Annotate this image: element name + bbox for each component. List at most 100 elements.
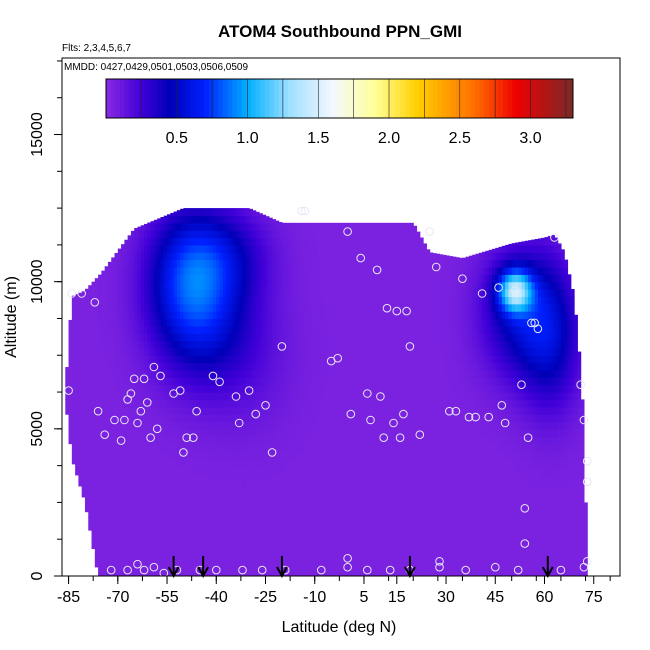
heatmap-cell	[235, 369, 240, 378]
heatmap-cell	[357, 414, 362, 423]
heatmap-cell	[363, 399, 368, 408]
heatmap-cell	[285, 465, 290, 474]
heatmap-cell	[232, 539, 237, 548]
heatmap-cell	[235, 362, 240, 371]
heatmap-cell	[367, 333, 372, 342]
heatmap-cell	[229, 215, 234, 224]
heatmap-cell	[111, 546, 116, 555]
heatmap-cell	[144, 311, 148, 320]
heatmap-cell	[308, 384, 313, 393]
heatmap-cell	[235, 208, 240, 217]
heatmap-cell	[150, 531, 155, 540]
heatmap-cell	[193, 458, 198, 467]
heatmap-cell	[406, 546, 411, 555]
heatmap-cell	[167, 303, 171, 312]
heatmap-cell	[226, 414, 230, 423]
heatmap-cell	[386, 472, 391, 481]
heatmap-cell	[176, 274, 181, 283]
heatmap-cell	[406, 539, 411, 548]
heatmap-cell	[291, 289, 296, 297]
heatmap-cell	[383, 289, 388, 297]
heatmap-cell	[91, 539, 96, 548]
heatmap-cell	[104, 495, 109, 504]
heatmap-cell	[130, 509, 135, 518]
heatmap-cell	[291, 399, 296, 408]
heatmap-cell	[360, 428, 365, 437]
heatmap-cell	[183, 296, 188, 305]
heatmap-cell	[272, 472, 276, 481]
heatmap-cell	[212, 325, 217, 334]
heatmap-cell	[229, 399, 234, 408]
heatmap-cell	[180, 362, 185, 371]
heatmap-cell	[190, 244, 194, 253]
heatmap-cell	[81, 487, 86, 496]
heatmap-cell	[127, 414, 132, 423]
heatmap-cell	[380, 450, 385, 459]
heatmap-cell	[380, 222, 385, 231]
heatmap-cell	[199, 274, 204, 283]
heatmap-cell	[295, 399, 299, 408]
heatmap-cell	[386, 450, 391, 459]
heatmap-cell	[157, 230, 162, 239]
heatmap-cell	[121, 274, 125, 283]
heatmap-cell	[367, 502, 372, 511]
heatmap-cell	[104, 355, 109, 364]
heatmap-cell	[235, 296, 240, 305]
heatmap-cell	[199, 303, 204, 312]
heatmap-cell	[98, 553, 102, 562]
heatmap-cell	[186, 208, 191, 217]
heatmap-cell	[406, 472, 411, 481]
heatmap-cell	[147, 428, 152, 437]
heatmap-cell	[124, 421, 129, 430]
heatmap-cell	[258, 392, 263, 401]
heatmap-cell	[127, 495, 132, 504]
heatmap-cell	[281, 377, 286, 386]
heatmap-cell	[252, 252, 257, 261]
heatmap-cell	[107, 421, 112, 430]
heatmap-cell	[377, 355, 381, 364]
heatmap-cell	[304, 568, 309, 576]
heatmap-cell	[327, 252, 332, 261]
heatmap-cell	[203, 237, 208, 246]
heatmap-cell	[163, 531, 168, 540]
heatmap-cell	[130, 369, 135, 378]
heatmap-cell	[107, 458, 112, 467]
heatmap-cell	[268, 480, 273, 489]
heatmap-cell	[354, 487, 359, 496]
heatmap-cell	[193, 531, 198, 540]
heatmap-cell	[147, 436, 152, 445]
heatmap-cell	[327, 443, 332, 452]
heatmap-cell	[311, 495, 316, 504]
heatmap-cell	[206, 428, 211, 437]
heatmap-cell	[98, 465, 102, 474]
heatmap-cell	[268, 421, 273, 430]
heatmap-cell	[104, 296, 109, 305]
heatmap-cell	[308, 311, 313, 320]
heatmap-cell	[173, 325, 178, 334]
heatmap-cell	[357, 524, 362, 533]
heatmap-cell	[186, 487, 191, 496]
heatmap-cell	[167, 480, 171, 489]
chart-title: ATOM4 Southbound PPN_GMI	[218, 22, 462, 41]
heatmap-cell	[301, 465, 306, 474]
heatmap-cell	[147, 318, 152, 327]
heatmap-cell	[278, 458, 283, 467]
heatmap-cell	[344, 414, 349, 423]
heatmap-cell	[400, 524, 404, 533]
heatmap-cell	[311, 384, 316, 393]
heatmap-cell	[226, 362, 230, 371]
heatmap-cell	[101, 539, 106, 548]
heatmap-cell	[239, 340, 244, 349]
heatmap-cell	[275, 340, 280, 349]
heatmap-cell	[167, 266, 171, 275]
heatmap-cell	[147, 289, 152, 297]
heatmap-cell	[341, 303, 345, 312]
heatmap-cell	[383, 406, 388, 415]
heatmap-cell	[409, 546, 414, 555]
heatmap-cell	[413, 369, 418, 378]
heatmap-cell	[288, 561, 293, 570]
heatmap-cell	[137, 539, 142, 548]
heatmap-cell	[347, 296, 352, 305]
heatmap-cell	[78, 311, 83, 320]
heatmap-cell	[272, 428, 276, 437]
